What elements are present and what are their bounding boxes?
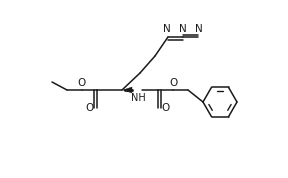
Text: O: O bbox=[78, 78, 86, 88]
Text: O: O bbox=[86, 103, 94, 113]
Text: N: N bbox=[163, 25, 171, 35]
Text: N: N bbox=[195, 25, 203, 35]
Polygon shape bbox=[123, 87, 132, 93]
Text: O: O bbox=[161, 103, 169, 113]
Text: NH: NH bbox=[131, 93, 145, 103]
Text: O: O bbox=[169, 78, 177, 88]
Text: N: N bbox=[179, 25, 187, 35]
